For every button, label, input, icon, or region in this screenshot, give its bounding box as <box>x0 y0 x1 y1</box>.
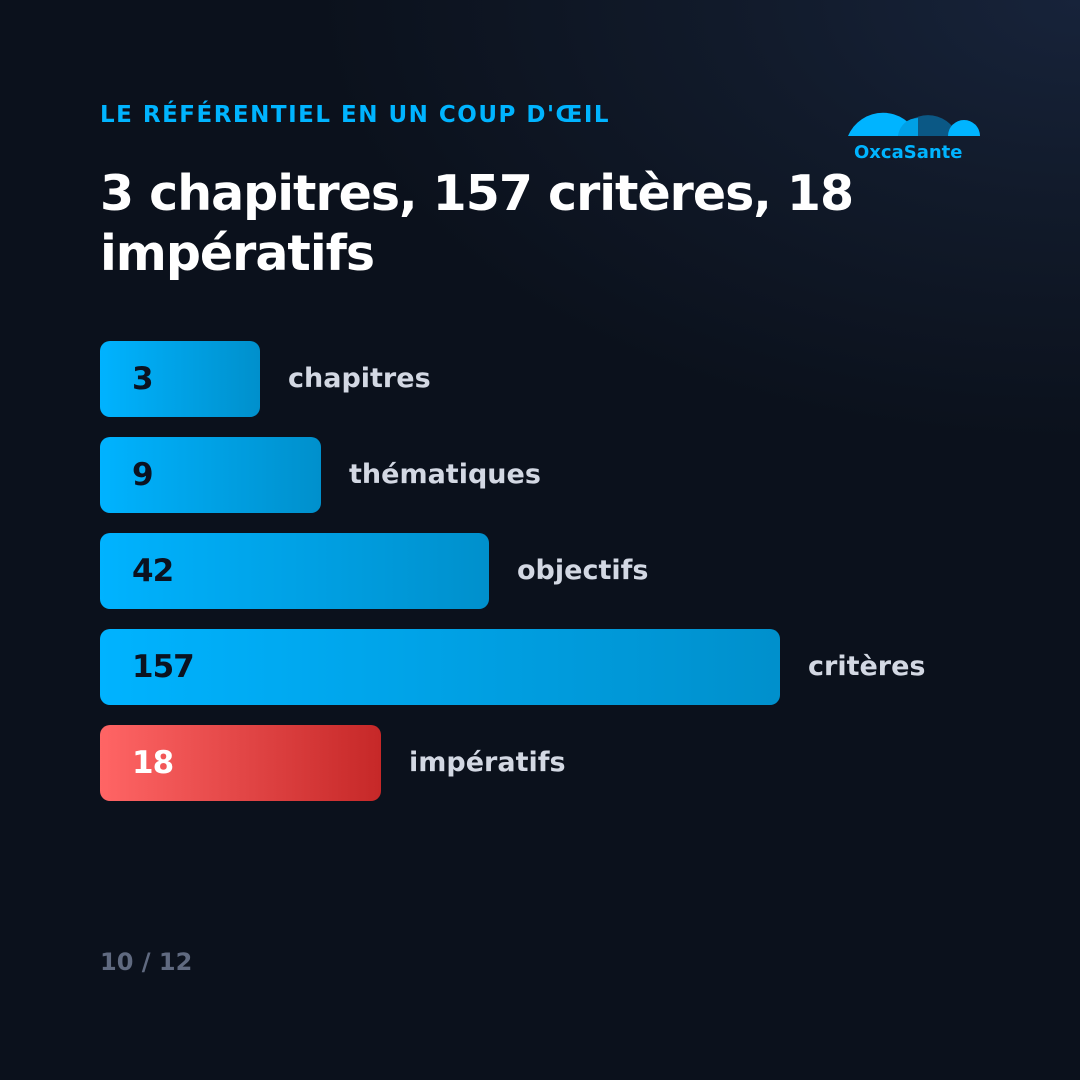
bar-row: 42 objectifs <box>100 533 1000 609</box>
category-label: objectifs <box>517 555 649 586</box>
cloud-logo-icon <box>848 112 980 136</box>
page-title: 3 chapitres, 157 critères, 18 impératifs <box>100 165 854 282</box>
bar-value-label: 157 <box>132 649 195 685</box>
bar-row: 9 thématiques <box>100 437 1000 513</box>
bar-row: 157 critères <box>100 629 1000 705</box>
bar-objectifs: 42 <box>100 533 489 609</box>
brand-name: OxcaSante <box>854 142 963 163</box>
bar-row: 18 impératifs <box>100 725 1000 801</box>
page-indicator: 10 / 12 <box>100 948 193 976</box>
bar-value-label: 3 <box>132 361 154 397</box>
bar-row: 3 chapitres <box>100 341 1000 417</box>
category-label: thématiques <box>349 459 541 490</box>
bar-impératifs: 18 <box>100 725 381 801</box>
category-label: impératifs <box>409 747 566 778</box>
category-label: chapitres <box>288 363 431 394</box>
bar-chart: 3 chapitres 9 thématiques 42 objectifs 157 crit… <box>100 341 1000 801</box>
bar-chapitres: 3 <box>100 341 260 417</box>
eyebrow-heading: LE RÉFÉRENTIEL EN UN COUP D'ŒIL <box>100 102 611 128</box>
bar-critères: 157 <box>100 629 780 705</box>
bar-value-label: 9 <box>132 457 154 493</box>
category-label: critères <box>808 651 926 682</box>
bar-value-label: 18 <box>132 745 174 781</box>
bar-value-label: 42 <box>132 553 174 589</box>
brand-logo: OxcaSante <box>846 96 986 176</box>
bar-thématiques: 9 <box>100 437 321 513</box>
